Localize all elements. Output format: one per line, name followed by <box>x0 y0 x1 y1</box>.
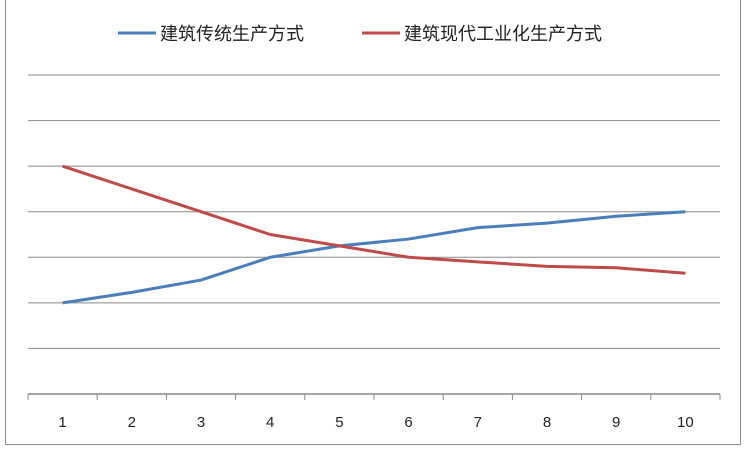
x-tick-label: 6 <box>404 414 412 431</box>
x-tick-label: 10 <box>677 414 694 431</box>
x-tick-label: 8 <box>543 414 551 431</box>
legend-label: 建筑现代工业化生产方式 <box>404 24 602 45</box>
x-tick-label: 5 <box>335 414 343 431</box>
series-line-1 <box>62 210 686 305</box>
x-tick-label: 3 <box>197 414 205 431</box>
x-tick-label: 4 <box>266 414 274 431</box>
x-tick-label: 2 <box>128 414 136 431</box>
series-line-2 <box>62 164 686 275</box>
x-tick-label: 9 <box>612 414 620 431</box>
chart-frame <box>5 0 741 445</box>
x-tick-label: 7 <box>474 414 482 431</box>
legend-label: 建筑传统生产方式 <box>160 24 304 45</box>
x-tick-label: 1 <box>58 414 66 431</box>
